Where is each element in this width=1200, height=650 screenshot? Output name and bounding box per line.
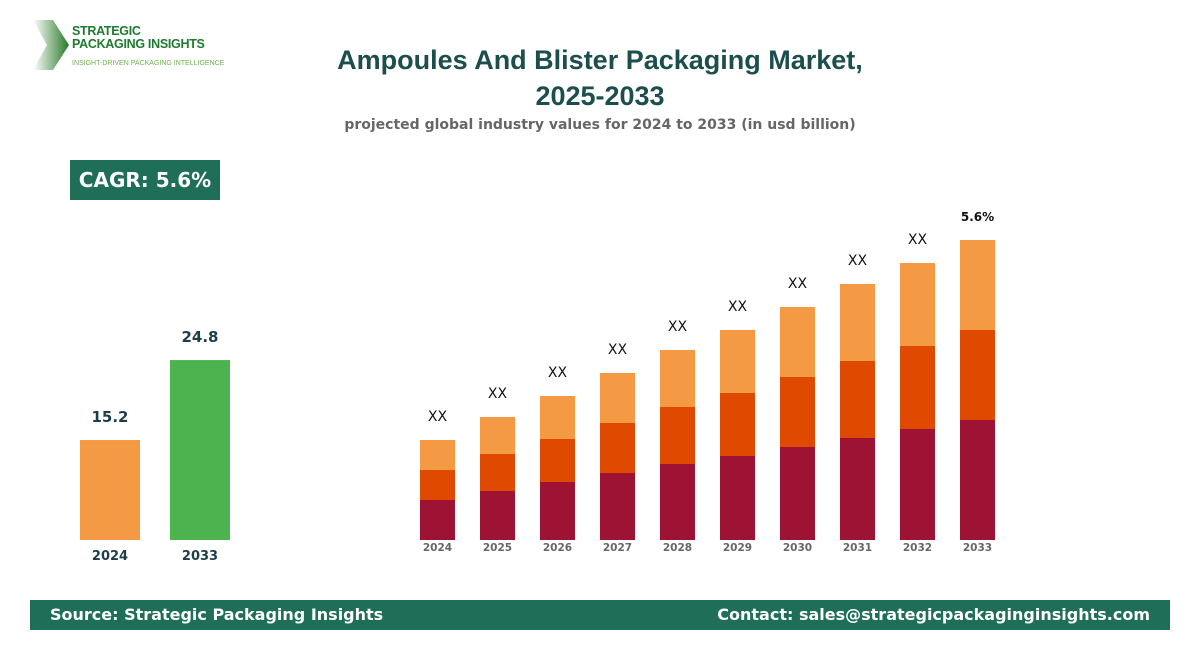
- bar-segment-2028-2: [660, 350, 695, 407]
- bar-segment-2027-1: [600, 423, 635, 473]
- footer-source: Source: Strategic Packaging Insights: [50, 605, 384, 624]
- x-tick-label: 2025: [483, 542, 512, 554]
- logo-chevron-icon: [33, 20, 69, 70]
- logo-text: STRATEGIC: [72, 24, 141, 38]
- data-label: XX: [728, 299, 748, 315]
- logo-tagline: INSIGHT-DRIVEN PACKAGING INTELLIGENCE: [72, 60, 225, 67]
- cagr-badge: CAGR: 5.6%: [70, 160, 220, 200]
- bar-segment-2024-2: [420, 440, 455, 470]
- title-line-1: Ampoules And Blister Packaging Market,: [337, 45, 863, 75]
- bar-segment-2026-0: [540, 482, 575, 540]
- x-tick-label: 2024: [92, 549, 128, 564]
- bar-segment-2028-1: [660, 407, 695, 464]
- footer-bar: Source: Strategic Packaging Insights Con…: [30, 600, 1170, 630]
- data-label: XX: [848, 253, 868, 269]
- data-label: XX: [788, 276, 808, 292]
- bar-segment-2029-2: [720, 330, 755, 393]
- bar-segment-2031-1: [840, 361, 875, 438]
- bar-segment-2030-2: [780, 307, 815, 377]
- chart-title: Ampoules And Blister Packaging Market, 2…: [300, 42, 900, 114]
- x-tick-label: 2030: [783, 542, 812, 554]
- bar-segment-2032-2: [900, 263, 935, 346]
- bar-segment-2029-0: [720, 456, 755, 540]
- bar-segment-2033-2: [960, 240, 995, 330]
- x-tick-label: 2033: [182, 549, 218, 564]
- data-label: XX: [488, 386, 508, 402]
- bar-segment-2025-1: [480, 454, 515, 491]
- bar-segment-2032-1: [900, 346, 935, 429]
- x-tick-label: 2027: [603, 542, 632, 554]
- bar-2024: [80, 440, 140, 540]
- bar-segment-2026-1: [540, 439, 575, 482]
- data-label: XX: [548, 365, 568, 381]
- x-tick-label: 2032: [903, 542, 932, 554]
- bar-segment-2024-0: [420, 500, 455, 540]
- bar-segment-2027-2: [600, 373, 635, 423]
- x-tick-label: 2028: [663, 542, 692, 554]
- bar-segment-2025-2: [480, 417, 515, 454]
- data-label: XX: [608, 342, 628, 358]
- bar-segment-2029-1: [720, 393, 755, 456]
- bar-segment-2033-1: [960, 330, 995, 420]
- data-label: XX: [668, 319, 688, 335]
- bar-2033: [170, 360, 230, 540]
- x-tick-label: 2026: [543, 542, 572, 554]
- footer-contact: Contact: sales@strategicpackaginginsight…: [717, 605, 1150, 624]
- x-tick-label: 2031: [843, 542, 872, 554]
- data-label: XX: [428, 409, 448, 425]
- bar-segment-2024-1: [420, 470, 455, 500]
- bar-segment-2028-0: [660, 464, 695, 540]
- chart-subtitle: projected global industry values for 202…: [344, 117, 856, 133]
- x-tick-label: 2033: [963, 542, 992, 554]
- bar-segment-2025-0: [480, 491, 515, 540]
- bar-segment-2027-0: [600, 473, 635, 540]
- bar-segment-2031-2: [840, 284, 875, 361]
- x-tick-label: 2024: [423, 542, 452, 554]
- bar-segment-2032-0: [900, 429, 935, 540]
- data-label: XX: [908, 232, 928, 248]
- bar-segment-2030-1: [780, 377, 815, 447]
- data-label: 15.2: [91, 408, 128, 426]
- bar-segment-2031-0: [840, 438, 875, 540]
- logo-text: PACKAGING INSIGHTS: [72, 37, 205, 51]
- bar-segment-2026-2: [540, 396, 575, 439]
- data-label: 5.6%: [961, 210, 994, 224]
- data-label: 24.8: [181, 328, 218, 346]
- title-line-2: 2025-2033: [535, 81, 665, 111]
- bar-segment-2030-0: [780, 447, 815, 540]
- charts: 15.2 2024 24.8 2033 XX 2024 XX 2025 XX 2026 XX 2027…: [80, 210, 995, 564]
- bar-segment-2033-0: [960, 420, 995, 540]
- x-tick-label: 2029: [723, 542, 752, 554]
